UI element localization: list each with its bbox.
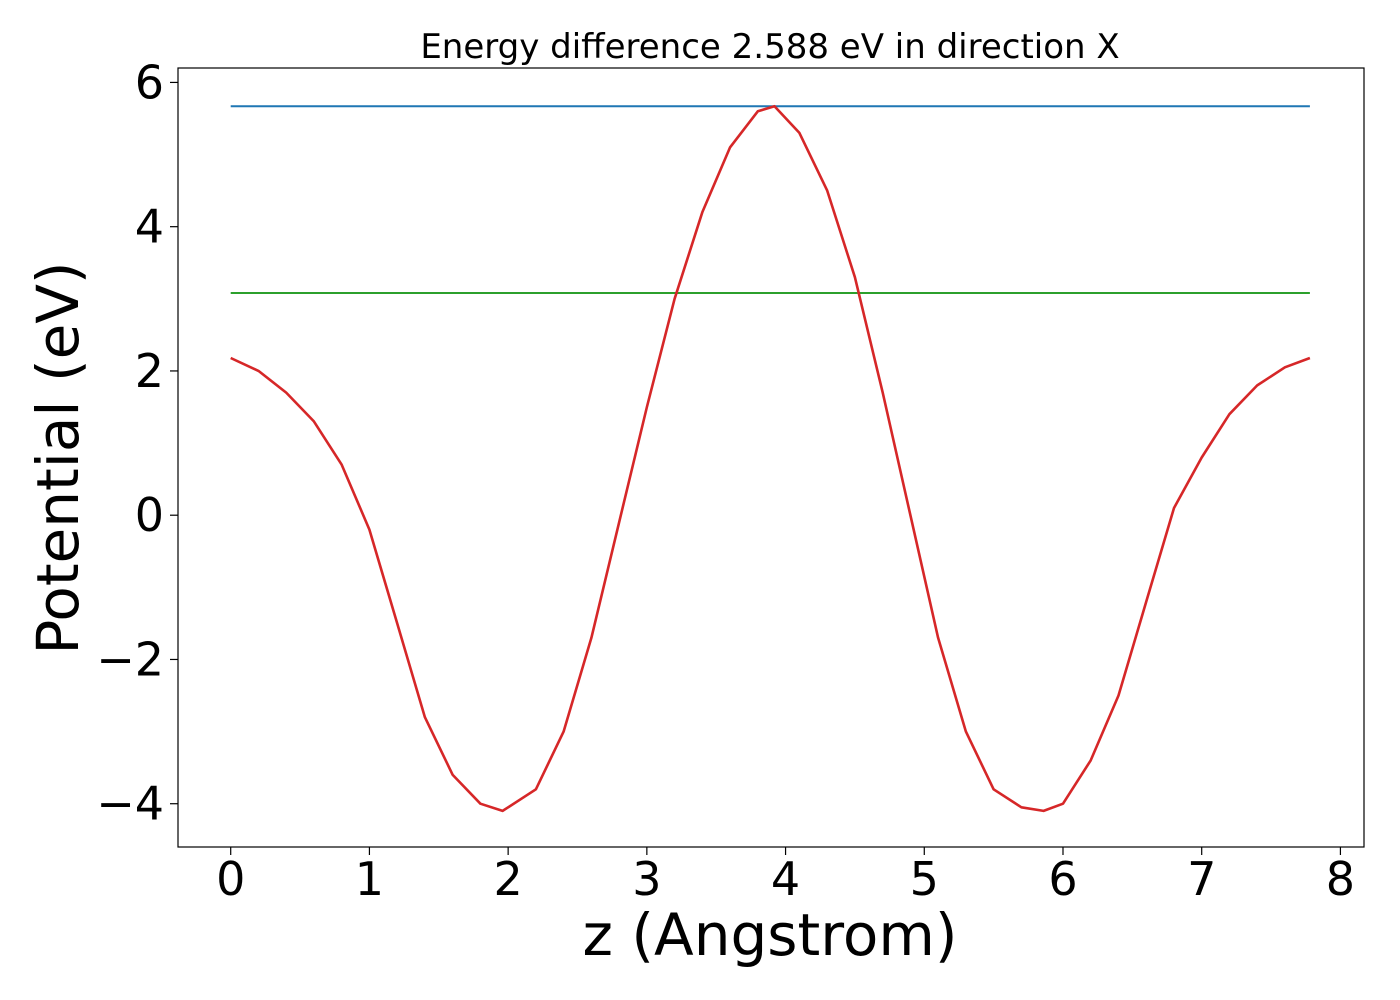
y-tick-label: 6 <box>135 55 164 109</box>
x-axis-label: z (Angstrom) <box>583 901 958 969</box>
plot-series <box>230 104 1311 813</box>
x-tick-label: 2 <box>493 852 522 906</box>
y-tick-label: −2 <box>96 632 164 686</box>
y-axis-ticks: −4 −2 0 2 4 6 <box>96 55 178 831</box>
y-tick-label: 0 <box>135 488 164 542</box>
x-tick-label: 4 <box>771 852 800 906</box>
y-tick-label: 2 <box>135 344 164 398</box>
x-tick-label: 6 <box>1048 852 1077 906</box>
x-axis-ticks: 0 1 2 3 4 5 6 7 8 <box>216 847 1355 906</box>
y-tick-label: −4 <box>96 777 164 831</box>
x-tick-label: 1 <box>355 852 384 906</box>
plot-frame <box>177 67 1365 848</box>
chart-title: Energy difference 2.588 eV in direction … <box>420 27 1119 67</box>
x-tick-label: 0 <box>216 852 245 906</box>
y-axis-label: Potential (eV) <box>24 261 92 654</box>
x-tick-label: 3 <box>632 852 661 906</box>
series-line-2 <box>230 104 1311 813</box>
x-tick-label: 8 <box>1326 852 1355 906</box>
x-tick-label: 5 <box>910 852 939 906</box>
x-tick-label: 7 <box>1187 852 1216 906</box>
y-tick-label: 4 <box>135 200 164 254</box>
